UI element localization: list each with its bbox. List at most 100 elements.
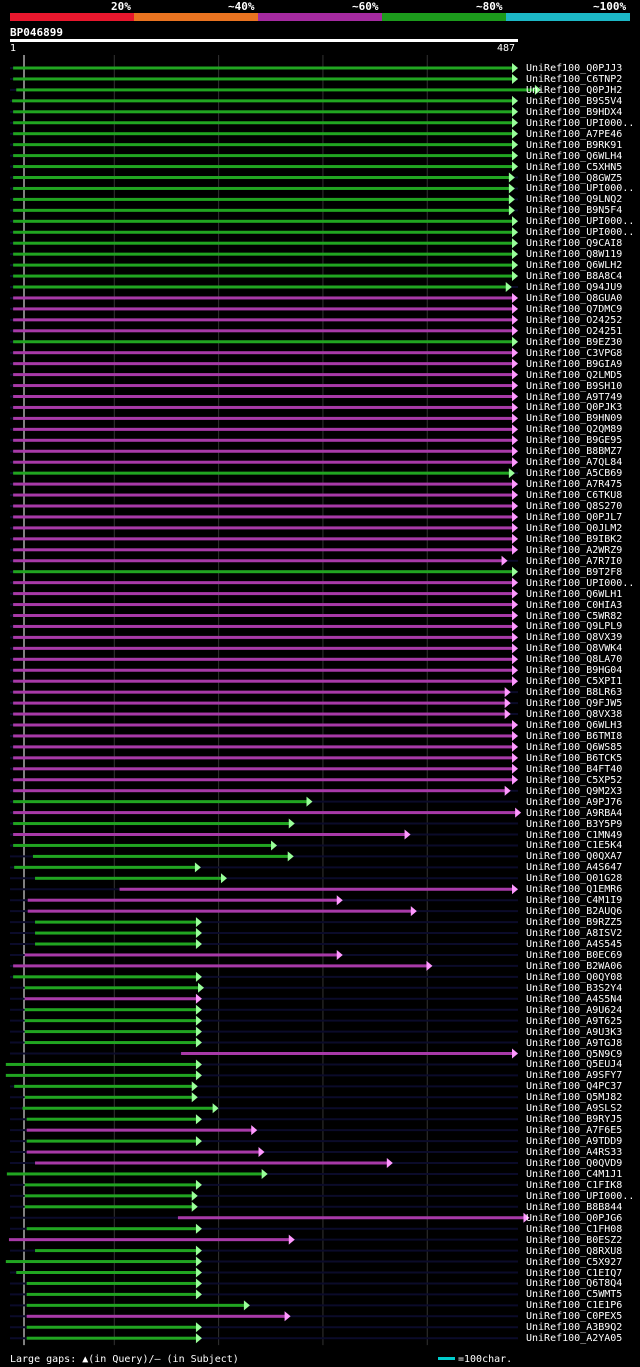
hit-label[interactable]: UniRef100_B9GIA9 — [526, 358, 623, 370]
hit-label[interactable]: UniRef100_B2AUQ6 — [526, 906, 623, 918]
hit-label[interactable]: UniRef100_UPI000.. — [526, 117, 635, 129]
hit-label[interactable]: UniRef100_C0HIA3 — [526, 599, 623, 611]
hit-label[interactable]: UniRef100_UPI000.. — [526, 1190, 635, 1202]
hit-label[interactable]: UniRef100_UPI000.. — [526, 183, 635, 195]
hit-label[interactable]: UniRef100_Q0QVD9 — [526, 1158, 623, 1169]
hit-label[interactable]: UniRef100_Q0PJL7 — [526, 511, 623, 523]
hit-label[interactable]: UniRef100_C5WR82 — [526, 610, 623, 622]
hit-label[interactable]: UniRef100_B0ESZ2 — [526, 1234, 623, 1246]
hit-label[interactable]: UniRef100_C5X927 — [526, 1256, 623, 1268]
hit-label[interactable]: UniRef100_Q9LPL9 — [526, 621, 623, 633]
hit-label[interactable]: UniRef100_Q6WS85 — [526, 741, 623, 753]
hit-label[interactable]: UniRef100_Q01G28 — [526, 873, 623, 885]
hit-label[interactable]: UniRef100_UPI000.. — [526, 577, 635, 589]
hit-label[interactable]: UniRef100_B9SH10 — [526, 380, 623, 392]
hit-label[interactable]: UniRef100_UPI000.. — [526, 227, 635, 239]
hit-label[interactable]: UniRef100_Q0JLM2 — [526, 522, 623, 534]
hit-label[interactable]: UniRef100_Q5MJ82 — [526, 1092, 623, 1104]
hit-label[interactable]: UniRef100_A2YA05 — [526, 1333, 623, 1345]
hit-label[interactable]: UniRef100_B3Y5P9 — [526, 818, 623, 830]
hit-label[interactable]: UniRef100_A9PJ76 — [526, 796, 623, 808]
hit-label[interactable]: UniRef100_Q5EUJ4 — [526, 1059, 623, 1071]
hit-label[interactable]: UniRef100_C0PEX5 — [526, 1311, 623, 1323]
hit-label[interactable]: UniRef100_A4RS33 — [526, 1147, 623, 1159]
hit-label[interactable]: UniRef100_Q6WLH2 — [526, 260, 623, 272]
hit-label[interactable]: UniRef100_C4M1J1 — [526, 1168, 623, 1180]
hit-label[interactable]: UniRef100_Q8S270 — [526, 501, 623, 512]
hit-label[interactable]: UniRef100_Q8RXU8 — [526, 1245, 623, 1257]
hit-label[interactable]: UniRef100_C1E1P6 — [526, 1300, 623, 1312]
hit-label[interactable]: UniRef100_O24252 — [526, 314, 623, 326]
hit-label[interactable]: UniRef100_B9HDX4 — [526, 106, 623, 118]
hit-label[interactable]: UniRef100_B9T2F8 — [526, 566, 623, 578]
hit-label[interactable]: UniRef100_Q9CAI8 — [526, 238, 623, 250]
hit-label[interactable]: UniRef100_C5XPI1 — [526, 676, 623, 688]
hit-label[interactable]: UniRef100_Q0QY08 — [526, 971, 623, 983]
hit-label[interactable]: UniRef100_Q9LNQ2 — [526, 194, 623, 206]
hit-label[interactable]: UniRef100_B9N5F4 — [526, 205, 623, 217]
hit-label[interactable]: UniRef100_A4S647 — [526, 862, 623, 874]
hit-label[interactable]: UniRef100_B9RZZ5 — [526, 917, 623, 929]
hit-label[interactable]: UniRef100_C6TNP2 — [526, 73, 623, 85]
hit-label[interactable]: UniRef100_A9U3K3 — [526, 1026, 623, 1038]
hit-label[interactable]: UniRef100_A9T625 — [526, 1015, 623, 1027]
hit-label[interactable]: UniRef100_B3S2Y4 — [526, 982, 623, 994]
hit-label[interactable]: UniRef100_O24251 — [526, 325, 623, 337]
hit-label[interactable]: UniRef100_Q2LMD5 — [526, 369, 623, 381]
hit-label[interactable]: UniRef100_Q4PC37 — [526, 1081, 623, 1093]
hit-label[interactable]: UniRef100_A7R7I0 — [526, 555, 623, 567]
hit-label[interactable]: UniRef100_Q6WLH4 — [526, 150, 623, 162]
hit-label[interactable]: UniRef100_A3B9Q2 — [526, 1322, 623, 1334]
hit-label[interactable]: UniRef100_Q1EMR6 — [526, 884, 623, 896]
hit-label[interactable]: UniRef100_A9RBA4 — [526, 807, 623, 819]
hit-label[interactable]: UniRef100_B8B844 — [526, 1201, 623, 1213]
hit-label[interactable]: UniRef100_Q2QM89 — [526, 424, 623, 436]
hit-label[interactable]: UniRef100_B8A8C4 — [526, 271, 623, 283]
hit-label[interactable]: UniRef100_Q9M2X3 — [526, 785, 623, 797]
hit-label[interactable]: UniRef100_A7R475 — [526, 479, 623, 491]
hit-label[interactable]: UniRef100_B9HN09 — [526, 413, 623, 425]
hit-label[interactable]: UniRef100_Q7DMC9 — [526, 303, 623, 315]
hit-label[interactable]: UniRef100_B9EZ30 — [526, 336, 623, 348]
hit-label[interactable]: UniRef100_A7QL84 — [526, 457, 623, 469]
hit-label[interactable]: UniRef100_C1FIK8 — [526, 1179, 623, 1191]
hit-label[interactable]: UniRef100_Q8VWK4 — [526, 643, 623, 655]
hit-label[interactable]: UniRef100_A4S5N4 — [526, 993, 623, 1005]
hit-label[interactable]: UniRef100_Q94JU9 — [526, 282, 623, 293]
hit-label[interactable]: UniRef100_C1FH08 — [526, 1223, 623, 1235]
hit-label[interactable]: UniRef100_A9TGJ8 — [526, 1037, 623, 1049]
hit-label[interactable]: UniRef100_A9SLS2 — [526, 1103, 623, 1115]
hit-label[interactable]: UniRef100_A9U624 — [526, 1004, 623, 1016]
hit-label[interactable]: UniRef100_Q8GUA0 — [526, 292, 623, 304]
hit-label[interactable]: UniRef100_Q8VX38 — [526, 709, 623, 721]
hit-label[interactable]: UniRef100_Q0PJG6 — [526, 1212, 623, 1224]
hit-label[interactable]: UniRef100_Q6T8Q4 — [526, 1278, 623, 1290]
hit-label[interactable]: UniRef100_A5CB69 — [526, 468, 623, 480]
hit-label[interactable]: UniRef100_B4FT40 — [526, 763, 623, 775]
hit-label[interactable]: UniRef100_Q8VX39 — [526, 632, 623, 644]
hit-label[interactable]: UniRef100_B0EC69 — [526, 949, 623, 961]
hit-label[interactable]: UniRef100_C1E5K4 — [526, 840, 623, 852]
hit-label[interactable]: UniRef100_B9S5V4 — [526, 95, 623, 107]
hit-label[interactable]: UniRef100_B6TMI8 — [526, 730, 623, 742]
hit-label[interactable]: UniRef100_C1MN49 — [526, 829, 623, 841]
hit-label[interactable]: UniRef100_A7F6E5 — [526, 1125, 623, 1137]
hit-label[interactable]: UniRef100_C4M1I9 — [526, 895, 623, 907]
hit-label[interactable]: UniRef100_Q0PJJ3 — [526, 63, 623, 74]
hit-label[interactable]: UniRef100_B8LR63 — [526, 687, 623, 699]
hit-label[interactable]: UniRef100_A9TDD9 — [526, 1136, 623, 1148]
hit-label[interactable]: UniRef100_B9IBK2 — [526, 533, 623, 545]
hit-label[interactable]: UniRef100_B8BMZ7 — [526, 446, 623, 458]
hit-label[interactable]: UniRef100_Q0PJH2 — [526, 84, 623, 96]
hit-label[interactable]: UniRef100_B9RYJ5 — [526, 1114, 623, 1126]
hit-label[interactable]: UniRef100_B9RK91 — [526, 139, 623, 151]
hit-label[interactable]: UniRef100_B2WA06 — [526, 960, 623, 972]
hit-label[interactable]: UniRef100_Q9FJW5 — [526, 698, 623, 710]
hit-label[interactable]: UniRef100_B9GE95 — [526, 435, 623, 447]
hit-label[interactable]: UniRef100_C5XP52 — [526, 774, 623, 786]
hit-label[interactable]: UniRef100_Q8LA70 — [526, 654, 623, 666]
hit-label[interactable]: UniRef100_UPI000.. — [526, 216, 635, 228]
hit-label[interactable]: UniRef100_C1EIQ7 — [526, 1267, 623, 1279]
hit-label[interactable]: UniRef100_Q0PJK3 — [526, 402, 623, 414]
hit-label[interactable]: UniRef100_Q0QXA7 — [526, 851, 623, 863]
